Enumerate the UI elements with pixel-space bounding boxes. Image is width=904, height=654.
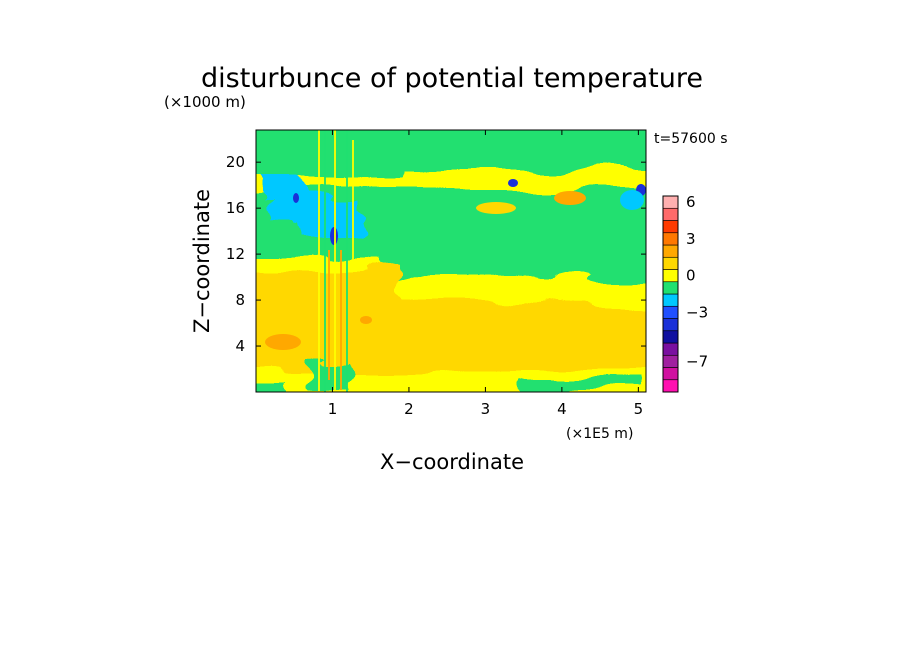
x-unit-label: (×1E5 m) (566, 426, 633, 442)
x-axis-label: X−coordinate (380, 450, 524, 474)
colorbar-swatch (662, 256, 679, 270)
field-patch (620, 190, 644, 210)
streak (340, 250, 342, 390)
field-patch (270, 200, 300, 220)
colorbar-label: −7 (686, 352, 708, 370)
field-band (256, 300, 646, 370)
field-patch (360, 316, 372, 324)
colorbar-swatch (662, 342, 679, 356)
streak (352, 140, 354, 260)
streaks (318, 130, 354, 392)
y-axis-label: Z−coordinate (190, 189, 214, 333)
streak (328, 250, 330, 380)
y-tick-label: 8 (235, 291, 245, 309)
colorbar-swatch (662, 293, 679, 307)
colorbar: 6 3 0 −3 −7 (662, 193, 708, 393)
field-patch (265, 334, 301, 350)
y-tick-label: 16 (226, 199, 245, 217)
colorbar-swatch (662, 244, 679, 258)
colorbar-swatch (662, 220, 679, 234)
streak (334, 130, 336, 392)
x-tick-label: 5 (634, 400, 644, 418)
colorbar-swatch (662, 379, 679, 393)
colorbar-swatch (662, 281, 679, 295)
y-unit-label: (×1000 m) (164, 93, 246, 111)
colorbar-label: 6 (686, 193, 696, 211)
colorbar-label: 0 (686, 267, 696, 285)
colorbar-swatch (662, 195, 679, 209)
colorbar-swatch (662, 318, 679, 332)
streak (346, 130, 348, 392)
x-axis: 1 2 3 4 5 (328, 130, 643, 418)
colorbar-swatch (662, 232, 679, 246)
colorbar-label: −3 (686, 303, 708, 321)
field-band (256, 130, 646, 153)
x-tick-label: 3 (481, 400, 491, 418)
field-patch (508, 179, 518, 187)
plot-area (256, 130, 646, 392)
colorbar-swatch (662, 207, 679, 221)
field-patch (554, 191, 586, 205)
field-patch (476, 202, 516, 214)
y-tick-label: 4 (235, 337, 245, 355)
x-tick-label: 2 (404, 400, 414, 418)
streak (318, 130, 320, 392)
field-patch (258, 383, 288, 392)
field-band (400, 168, 646, 186)
field-patch (520, 380, 640, 392)
y-tick-label: 12 (226, 245, 245, 263)
colorbar-swatch (662, 330, 679, 344)
y-axis: 4 8 12 16 20 (226, 153, 646, 355)
plot-frame (255, 129, 647, 393)
y-tick-label: 20 (226, 153, 245, 171)
field-patch (272, 178, 288, 202)
chart-title: disturbunce of potential temperature (201, 63, 703, 94)
colorbar-swatch (662, 354, 679, 368)
x-tick-label: 1 (328, 400, 338, 418)
field-band (380, 258, 646, 278)
colorbar-swatch (662, 367, 679, 381)
field-patch (293, 193, 299, 203)
colorbar-frame (662, 195, 679, 393)
streak (324, 130, 326, 392)
x-tick-label: 4 (557, 400, 567, 418)
colorbar-swatch (662, 305, 679, 319)
field-patch (300, 200, 360, 236)
colorbar-swatch (662, 269, 679, 283)
colorbar-label: 3 (686, 230, 696, 248)
time-label: t=57600 s (654, 131, 728, 147)
